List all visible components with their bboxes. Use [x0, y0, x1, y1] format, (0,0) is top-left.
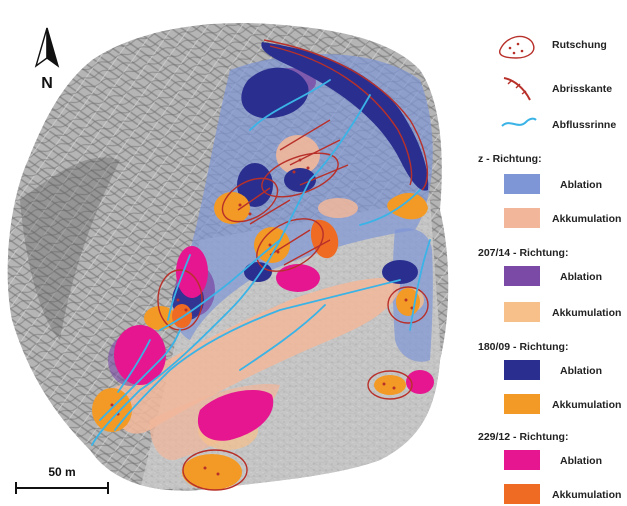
zone-229-ablation [114, 246, 434, 441]
legend-label-abrisskante: Abrisskante [552, 83, 612, 95]
legend-heading-229: 229/12 - Richtung: [478, 431, 568, 443]
legend-heading-z: z - Richtung: [478, 153, 542, 165]
legend-label-207-akkumulation: Akkumulation [552, 307, 621, 319]
legend-label-abflussrinne: Abflussrinne [552, 119, 616, 131]
swatch-z-akkumulation [504, 208, 540, 228]
abflussrinne-icon [501, 117, 537, 127]
legend-label-207-ablation: Ablation [560, 271, 602, 283]
zone-180-akkumulation [92, 192, 428, 490]
swatch-207-akkumulation [504, 302, 540, 322]
legend-heading-180: 180/09 - Richtung: [478, 341, 568, 353]
legend-label-180-akkumulation: Akkumulation [552, 399, 621, 411]
swatch-207-ablation [504, 266, 540, 286]
swatch-180-akkumulation [504, 394, 540, 414]
north-label: N [41, 75, 53, 92]
abflussrinne-channels [91, 79, 431, 446]
swatch-z-ablation [504, 174, 540, 194]
legend-label-rutschung: Rutschung [552, 39, 607, 51]
swatch-229-ablation [504, 450, 540, 470]
north-arrow-icon [34, 27, 60, 68]
abrisskante-icon [503, 77, 531, 101]
rutschung-outlines [157, 39, 429, 491]
legend-label-229-ablation: Ablation [560, 455, 602, 467]
abrisskante-marks [110, 158, 414, 476]
legend-label-229-akkumulation: Akkumulation [552, 489, 621, 501]
legend-label-z-akkumulation: Akkumulation [552, 213, 621, 225]
legend: Rutschung Abrisskante Abflussrinne z - R… [478, 35, 621, 504]
swatch-229-akkumulation [504, 484, 540, 504]
scale-bar-label: 50 m [48, 465, 75, 479]
scale-bar [15, 482, 109, 494]
rutschung-icon [499, 35, 535, 59]
legend-label-180-ablation: Ablation [560, 365, 602, 377]
swatch-180-ablation [504, 360, 540, 380]
legend-heading-207: 207/14 - Richtung: [478, 247, 568, 259]
legend-label-z-ablation: Ablation [560, 179, 602, 191]
